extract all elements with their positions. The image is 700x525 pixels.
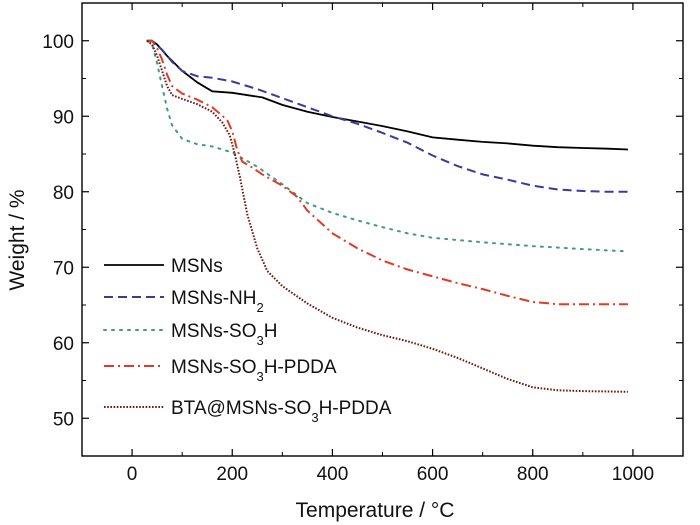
legend: MSNs MSNs-NH2 MSNs-SO3H MSNs-SO3H-PDDA BTA@M…: [103, 256, 392, 425]
legend-label-3: MSNs-SO3H-PDDA: [171, 357, 337, 384]
y-tick-label: 100: [42, 32, 74, 53]
x-tick-label: 400: [317, 464, 349, 485]
y-tick-label: 60: [53, 334, 74, 355]
series-line-3: [147, 39, 628, 306]
y-tick-label: 90: [53, 107, 74, 128]
x-tick-label: 800: [517, 464, 549, 485]
y-tick-label: 80: [53, 183, 74, 204]
x-axis-label: Temperature / °C: [296, 499, 455, 522]
legend-label-4: BTA@MSNs-SO3H-PDDA: [171, 398, 392, 425]
series-line-0: [147, 39, 628, 151]
legend-label-2: MSNs-SO3H: [171, 321, 277, 348]
x-tick-label: 200: [216, 464, 248, 485]
y-axis-label: Weight / %: [6, 189, 29, 290]
x-tick-label: 600: [417, 464, 449, 485]
x-tick-label: 1000: [612, 464, 654, 485]
y-tick-label: 70: [53, 258, 74, 279]
plot-area: [146, 39, 629, 393]
axes: 0 200 400 600 800 1000 50 60 70 80 90 100: [42, 2, 684, 485]
legend-label-1: MSNs-NH2: [171, 288, 264, 315]
series-line-4: [146, 39, 628, 393]
x-tick-label: 0: [127, 464, 138, 485]
series-line-2: [146, 39, 629, 253]
plot-frame: [81, 2, 684, 457]
y-tick-label: 50: [53, 409, 74, 430]
series-line-1: [147, 39, 628, 193]
legend-label-0: MSNs: [171, 256, 223, 277]
